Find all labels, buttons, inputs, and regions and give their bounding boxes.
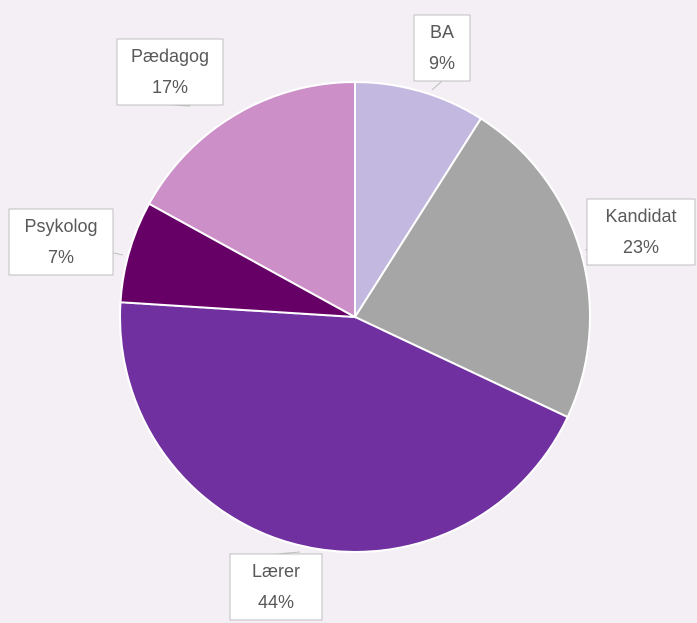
leader-line	[431, 80, 443, 91]
label-box	[116, 38, 224, 106]
category-label: Psykolog	[24, 216, 97, 236]
label-box	[586, 198, 696, 266]
label-box	[229, 553, 323, 621]
category-label: Kandidat	[605, 206, 676, 226]
category-label: Lærer	[252, 561, 300, 581]
pie-slice	[353, 117, 591, 419]
pie-slice	[147, 80, 356, 319]
pie-slice	[119, 301, 569, 553]
value-label: 23%	[623, 237, 659, 257]
value-label: 17%	[152, 77, 188, 97]
value-label: 7%	[48, 247, 74, 267]
category-label: Pædagog	[131, 46, 209, 66]
category-label: BA	[430, 22, 454, 42]
pie-slice	[354, 80, 483, 321]
value-label: 9%	[429, 53, 455, 73]
label-box	[413, 14, 471, 82]
pie-slice	[119, 202, 356, 318]
label-box	[8, 208, 114, 276]
value-label: 44%	[258, 592, 294, 612]
